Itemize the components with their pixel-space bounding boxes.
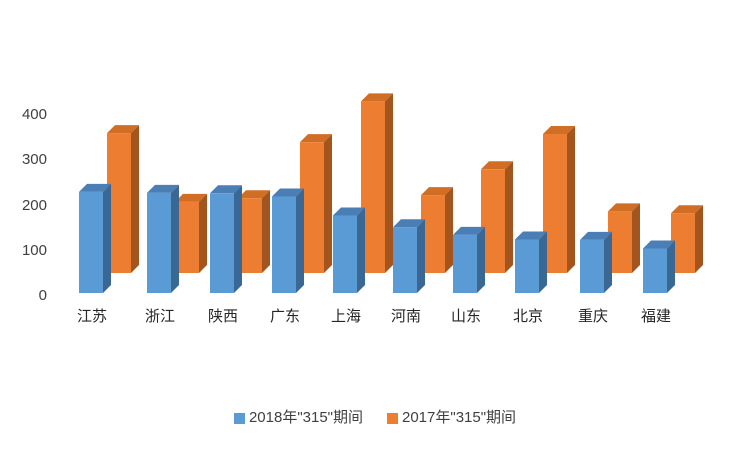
y-tick-100: 100 (21, 241, 47, 259)
bar-series2018-9-side-face (667, 240, 675, 293)
legend-item-2018: 2018年"315"期间 (233, 409, 363, 427)
legend-label-2017: 2017年"315"期间 (402, 409, 517, 426)
bar-series2018-1-front-face (147, 192, 171, 293)
bar-series2018-0-front-face (79, 191, 103, 293)
bar-series2018-8-top-face (580, 231, 612, 240)
y-tick-400: 400 (21, 106, 47, 123)
bar-series2017-9-side-face (695, 205, 703, 273)
bar-series2018-3-front-face (272, 196, 296, 293)
bar-series2018-2-front-face (210, 193, 234, 293)
x-label-6: 山东 (450, 308, 481, 325)
bar-series2018-7-top-face (515, 231, 547, 240)
bar-series2018-4-top-face (333, 207, 365, 216)
bar-series2017-4-side-face (385, 93, 393, 273)
y-tick-300: 300 (21, 151, 47, 169)
bar-series2017-2-side-face (262, 190, 270, 273)
bar-series2017-6-top-face (481, 161, 513, 170)
bar-series2018-1-top-face (147, 184, 179, 193)
x-label-4: 上海 (330, 308, 361, 325)
legend-item-2017: 2017年"315"期间 (387, 409, 516, 427)
bar-series2018-2-side-face (234, 185, 242, 293)
bar-series2018-5-front-face (393, 227, 417, 293)
bar-series2017-6-side-face (505, 161, 513, 273)
bar-series2018-7-front-face (515, 239, 539, 293)
bar-series2018-9-top-face (643, 240, 675, 249)
bar-series2018-6-side-face (477, 226, 485, 293)
bar-series2017-7-side-face (567, 126, 575, 273)
legend-label-2018: 2018年"315"期间 (248, 409, 363, 426)
bar-series2017-2-top-face (238, 190, 270, 199)
bar-series2018-1-side-face (171, 184, 179, 293)
bar-series2017-7-top-face (543, 126, 575, 135)
bar-series2018-3-side-face (296, 188, 304, 293)
bar-series2017-5-side-face (445, 187, 453, 273)
legend: 2018年"315"期间 2017年"315"期间 (0, 409, 750, 427)
bar-series2017-5-top-face (421, 187, 453, 196)
legend-swatch-2017-icon (387, 412, 398, 424)
x-label-1: 浙江 (144, 308, 175, 325)
bar-series2018-0-top-face (79, 183, 111, 192)
x-label-0: 江苏 (76, 308, 107, 325)
x-label-7: 北京 (512, 308, 543, 325)
bar-series2018-7-side-face (539, 231, 547, 293)
bar-series2018-2-top-face (210, 185, 242, 194)
bar-series2018-4-side-face (357, 207, 365, 293)
bar-series2018-5-top-face (393, 219, 425, 228)
bar-series2017-0-side-face (131, 125, 139, 273)
bar-series2018-3-top-face (272, 188, 304, 197)
bar-series2018-6-front-face (453, 234, 477, 293)
y-tick-0: 0 (38, 287, 47, 304)
bar-series2018-8-front-face (580, 239, 604, 293)
bar-series2017-0-top-face (107, 125, 139, 134)
bar-series2018-0-side-face (103, 183, 111, 293)
bar-series2017-1-top-face (175, 193, 207, 202)
x-label-5: 河南 (390, 308, 421, 325)
y-tick-200: 200 (21, 196, 47, 214)
bar-series2018-9-front-face (643, 248, 667, 293)
bar-series2017-1-side-face (199, 193, 207, 273)
x-label-9: 福建 (640, 308, 671, 325)
bar-series2017-9-top-face (671, 205, 703, 214)
legend-swatch-2018-icon (233, 412, 245, 424)
x-label-3: 广东 (269, 308, 300, 325)
x-label-8: 重庆 (577, 308, 608, 325)
bar-series2018-5-side-face (417, 219, 425, 293)
bar-series2017-8-top-face (608, 203, 640, 212)
bar-series2017-4-top-face (361, 93, 393, 102)
bar-series2017-8-side-face (632, 203, 640, 273)
bar-series2018-6-top-face (453, 226, 485, 235)
bar-series2017-3-top-face (300, 134, 332, 143)
x-label-2: 陕西 (207, 308, 238, 325)
bar-series2018-4-front-face (333, 215, 357, 293)
bar-series2018-8-side-face (604, 231, 612, 293)
bar-series2017-3-side-face (324, 134, 332, 273)
